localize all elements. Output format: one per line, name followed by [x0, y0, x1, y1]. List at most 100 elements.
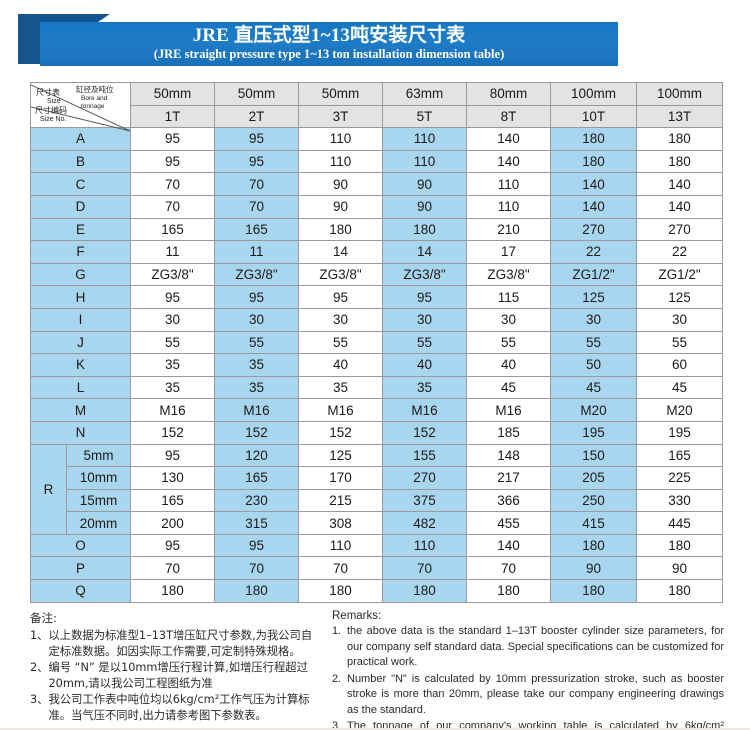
note-cn-item-1-text: 编号 “N” 是以10mm增压行程计算,如增压行程超过20mm,请以我公司工程图… [48, 661, 308, 690]
row-J-value-0: 55 [130, 330, 215, 355]
row-N-value-6: 195 [636, 420, 723, 445]
row-G-value-6: ZG1/2" [636, 262, 723, 287]
row-label-D: D [30, 194, 131, 219]
corner-label-size-no: 尺寸编码 Size No. [35, 106, 67, 124]
row-sublabel-15mm: 15mm [66, 488, 131, 513]
row-Q-value-1: 180 [214, 579, 299, 603]
table-row: C 70 70 90 90 110 140 140 [30, 172, 723, 196]
row-A-value-5: 180 [550, 127, 637, 151]
table-body: A 95 95 110 110 140 180 180 B 95 95 110 110 140 180 180… [30, 127, 723, 603]
row-label-I: I [30, 307, 131, 332]
notes-section: 备注: 1、 以上数据为标准型1–13T增压缸尺寸参数,为我公司自定标准数据。如因… [30, 610, 724, 730]
table-row: H 95 95 95 95 115 125 125 [30, 285, 723, 309]
row-R-10mm-value-4: 217 [466, 466, 551, 490]
row-Q-value-0: 180 [130, 579, 215, 603]
row-label-L: L [30, 375, 131, 400]
row-Q-value-6: 180 [636, 579, 723, 603]
header-bore-4: 80mm [466, 82, 551, 106]
row-label-R: R [30, 443, 67, 535]
row-A-value-2: 110 [298, 127, 383, 151]
row-N-value-5: 195 [550, 420, 637, 445]
row-A-value-1: 95 [214, 127, 299, 151]
note-en-item-1: 2. Number "N" is calculated by 10mm press… [332, 672, 724, 719]
row-M-value-0: M16 [130, 398, 215, 422]
row-K-value-1: 35 [214, 353, 299, 377]
header-row-bore: 尺寸表 Size 缸径及吨位 Bore and tonnage 尺寸编码 Siz… [30, 81, 723, 132]
row-I-value-2: 30 [298, 307, 383, 332]
row-E-value-5: 270 [550, 217, 637, 242]
row-D-value-4: 110 [466, 194, 551, 219]
row-G-value-2: ZG3/8" [298, 262, 383, 287]
header-bore-0: 50mm [130, 82, 215, 106]
row-R-5mm-value-6: 165 [636, 443, 723, 468]
note-cn-item-0: 1、 以上数据为标准型1–13T增压缸尺寸参数,为我公司自定标准数据。如因实际工作… [30, 628, 318, 659]
header-bore-5: 100mm [550, 82, 637, 106]
row-I-value-5: 30 [550, 307, 637, 332]
row-J-value-4: 55 [466, 330, 551, 355]
row-B-value-6: 180 [636, 149, 723, 174]
row-R-5mm-value-5: 150 [550, 443, 637, 468]
table-row: 15mm 165 230 215 375 366 250 330 [31, 488, 723, 513]
row-C-value-3: 90 [382, 172, 467, 196]
note-en-item-2-number: 3. [332, 720, 342, 730]
row-R-20mm-value-3: 482 [382, 511, 467, 535]
footer-band [0, 728, 750, 730]
row-label-Q: Q [30, 579, 131, 603]
row-M-value-6: M20 [636, 398, 723, 422]
header-bore-3: 63mm [382, 82, 467, 106]
row-N-value-4: 185 [466, 420, 551, 445]
row-J-value-3: 55 [382, 330, 467, 355]
row-label-M: M [30, 398, 131, 422]
corner-diagonal-lines [31, 84, 131, 132]
row-K-value-5: 50 [550, 353, 637, 377]
corner-label-size: 尺寸表 Size [36, 88, 61, 105]
row-O-value-6: 180 [636, 533, 723, 558]
row-C-value-5: 140 [550, 172, 637, 196]
table-row: Q 180 180 180 180 180 180 180 [30, 579, 723, 603]
row-I-value-1: 30 [214, 307, 299, 332]
row-L-value-3: 35 [382, 375, 467, 400]
row-Q-value-5: 180 [550, 579, 637, 603]
note-en-item-0-text: the above data is the standard 1–13T boo… [347, 625, 724, 668]
row-H-value-6: 125 [636, 285, 723, 309]
row-R-20mm-value-2: 308 [298, 511, 383, 535]
row-R-10mm-value-6: 225 [636, 466, 723, 490]
row-R-15mm-value-0: 165 [130, 488, 215, 513]
note-en-item-1-number: 2. [332, 672, 342, 685]
notes-english-heading: Remarks: [332, 610, 382, 622]
row-Q-value-4: 180 [466, 579, 551, 603]
row-G-value-1: ZG3/8" [214, 262, 299, 287]
row-O-value-5: 180 [550, 533, 637, 558]
row-H-value-2: 95 [298, 285, 383, 309]
row-E-value-0: 165 [130, 217, 215, 242]
note-cn-item-2: 3、 我公司工作表中吨位均以6kg/cm²工作气压为计算标准。当气压不同时,出力请… [30, 692, 318, 723]
row-G-value-4: ZG3/8" [466, 262, 551, 287]
row-B-value-4: 140 [466, 149, 551, 174]
row-F-value-4: 17 [466, 240, 551, 264]
row-label-B: B [30, 149, 131, 174]
row-K-value-6: 60 [636, 353, 723, 377]
page-root: JRE 直压式型1~13吨安装尺寸表 (JRE straight pressur… [0, 14, 750, 730]
row-P-value-5: 90 [550, 556, 637, 581]
row-M-value-3: M16 [382, 398, 467, 422]
row-sublabel-5mm: 5mm [66, 443, 131, 468]
row-K-value-4: 40 [466, 353, 551, 377]
spec-table: 尺寸表 Size 缸径及吨位 Bore and tonnage 尺寸编码 Siz… [30, 81, 723, 603]
row-M-value-5: M20 [550, 398, 637, 422]
row-O-value-0: 95 [130, 533, 215, 558]
table-row: A 95 95 110 110 140 180 180 [30, 127, 723, 151]
row-L-value-5: 45 [550, 375, 637, 400]
row-E-value-2: 180 [298, 217, 383, 242]
row-E-value-4: 210 [466, 217, 551, 242]
row-H-value-1: 95 [214, 285, 299, 309]
row-B-value-1: 95 [214, 149, 299, 174]
row-I-value-6: 30 [636, 307, 723, 332]
row-P-value-4: 70 [466, 556, 551, 581]
table-head: 尺寸表 Size 缸径及吨位 Bore and tonnage 尺寸编码 Siz… [30, 81, 723, 132]
row-J-value-5: 55 [550, 330, 637, 355]
row-F-value-6: 22 [636, 240, 723, 264]
row-F-value-5: 22 [550, 240, 637, 264]
row-H-value-3: 95 [382, 285, 467, 309]
table-row: B 95 95 110 110 140 180 180 [30, 149, 723, 174]
row-E-value-1: 165 [214, 217, 299, 242]
